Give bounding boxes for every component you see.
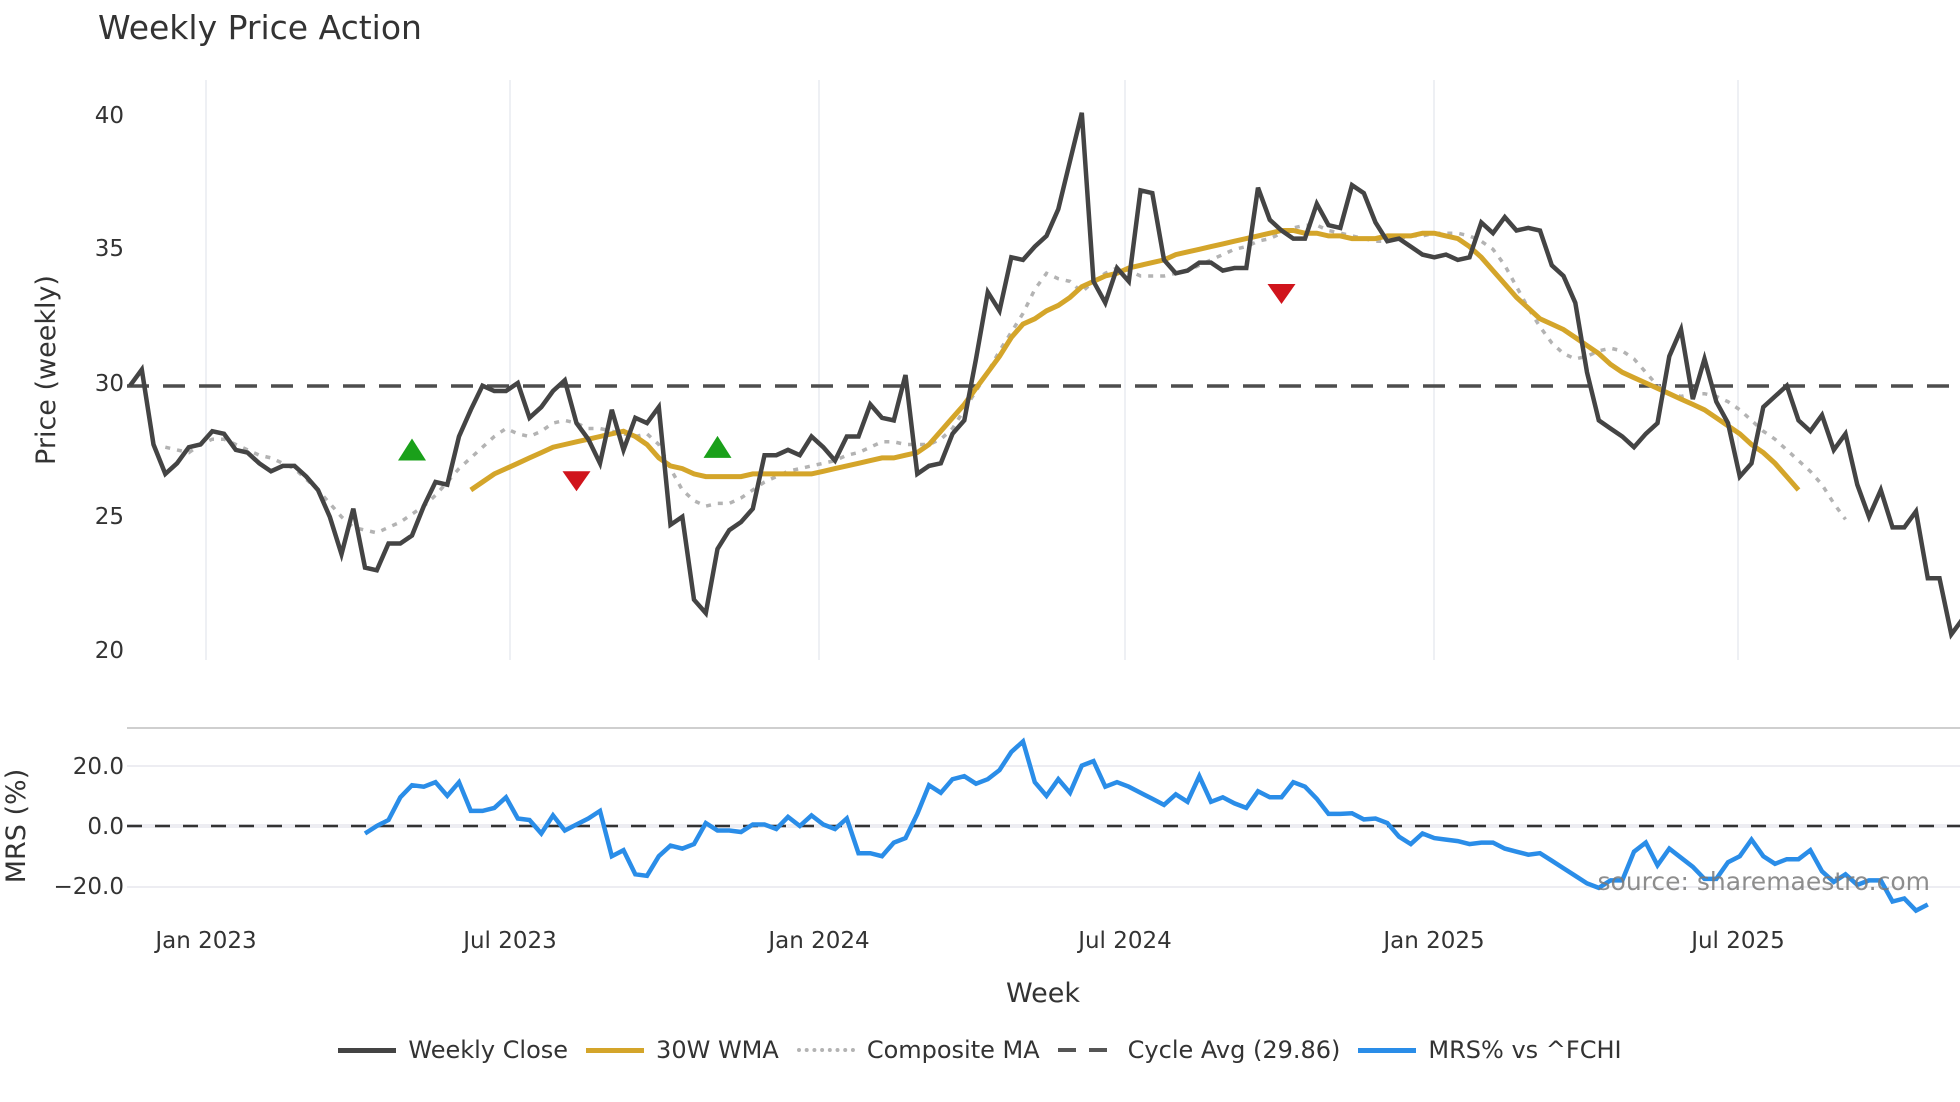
solid-line-swatch-icon: [1358, 1047, 1417, 1053]
x-tick-label: Jan 2025: [1381, 928, 1484, 954]
legend-item[interactable]: Weekly Close: [338, 1036, 568, 1064]
price-tick: 30: [95, 371, 124, 397]
buy-signal-triangle-up-icon: [398, 438, 426, 461]
x-axis-ticks: Jan 2023 Jul 2023 Jan 2024 Jul 2024 Jan 2025…: [153, 928, 1784, 954]
chart-title: Weekly Price Action: [98, 8, 422, 47]
price-tick: 35: [95, 236, 124, 262]
buy-signal-triangle-up-icon: [703, 435, 732, 458]
legend-label: Composite MA: [866, 1036, 1040, 1064]
solid-line-swatch-icon: [338, 1047, 397, 1053]
dashed-line-swatch-icon: [1057, 1048, 1116, 1052]
price-tick: 20: [95, 638, 124, 664]
legend-label: MRS% vs ^FCHI: [1428, 1036, 1622, 1064]
x-axis-title: Week: [1006, 978, 1080, 1009]
legend-label: 30W WMA: [656, 1036, 779, 1064]
x-tick-label: Jul 2023: [461, 928, 557, 954]
weekly-close-line: [128, 112, 1960, 640]
x-tick-label: Jul 2025: [1689, 928, 1785, 954]
sell-signal-triangle-down-icon: [562, 471, 591, 492]
price-y-ticks: 20 25 30 35 40: [95, 103, 124, 664]
mrs-tick: 20.0: [73, 754, 124, 780]
vertical-gridlines: [205, 80, 1739, 660]
price-series: [128, 112, 1960, 640]
x-tick-label: Jul 2024: [1076, 928, 1172, 954]
composite-ma-line: [164, 223, 1847, 535]
price-axis-title: Price (weekly): [31, 275, 62, 465]
price-tick: 25: [95, 504, 124, 530]
signal-markers: [398, 284, 1296, 492]
30w-wma-line: [469, 228, 1801, 493]
legend-item[interactable]: Composite MA: [796, 1036, 1040, 1064]
mrs-axis-title: MRS (%): [1, 769, 32, 884]
legend-label: Weekly Close: [408, 1036, 569, 1064]
legend-item[interactable]: MRS% vs ^FCHI: [1358, 1036, 1622, 1064]
mrs-tick: 0.0: [87, 814, 124, 840]
legend-item[interactable]: 30W WMA: [586, 1036, 779, 1064]
x-tick-label: Jan 2023: [153, 928, 256, 954]
legend: Weekly Close 30W WMA Composite MA Cycle Avg…: [0, 1036, 1960, 1064]
x-tick-label: Jan 2024: [766, 928, 869, 954]
legend-item[interactable]: Cycle Avg (29.86): [1057, 1036, 1341, 1064]
price-tick: 40: [95, 103, 124, 129]
legend-label: Cycle Avg (29.86): [1127, 1036, 1341, 1064]
dotted-line-swatch-icon: [796, 1048, 855, 1052]
solid-line-swatch-icon: [586, 1047, 645, 1053]
mrs-tick: −20.0: [54, 874, 124, 900]
mrs-series: [363, 737, 1929, 914]
sell-signal-triangle-down-icon: [1267, 284, 1296, 305]
mrs-vs-fchi-line: [363, 737, 1929, 914]
source-watermark: source: sharemaestro.com: [1598, 867, 1931, 896]
